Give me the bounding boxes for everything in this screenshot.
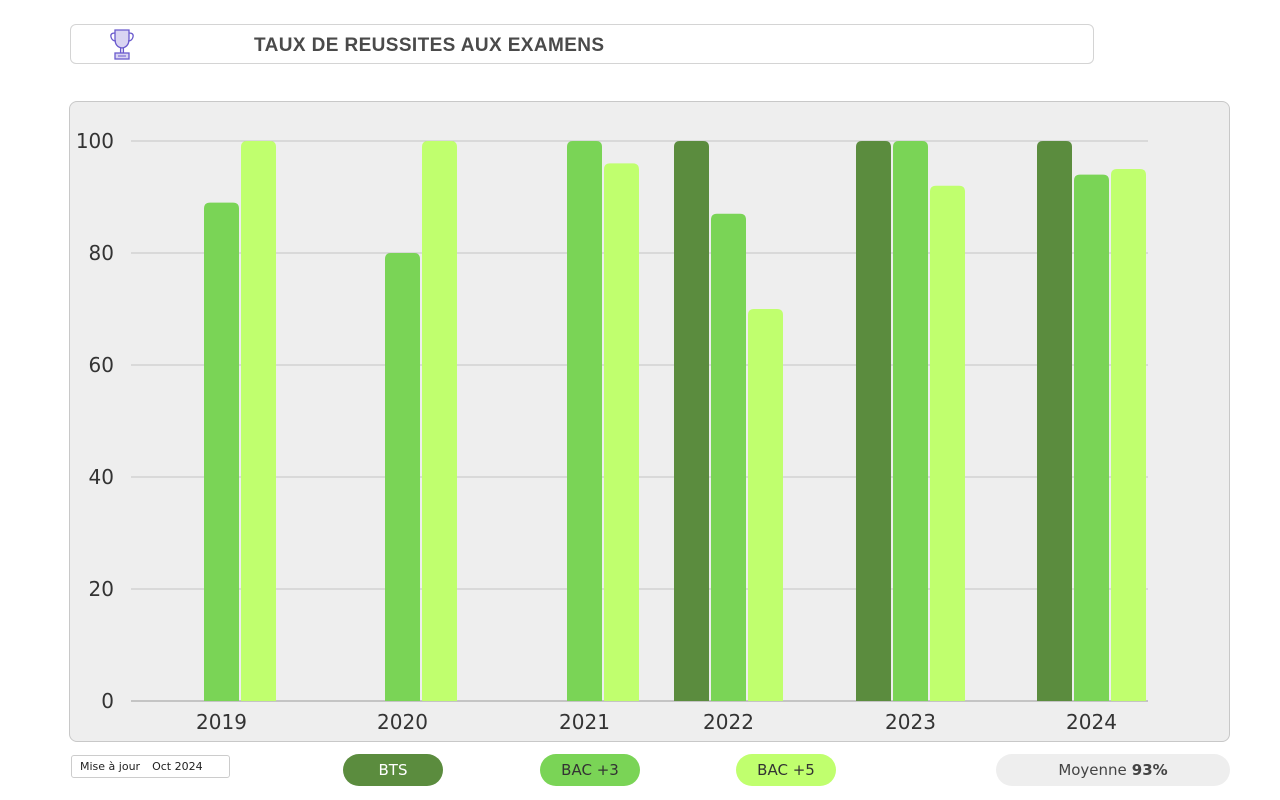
update-date-box: Mise à jour Oct 2024 xyxy=(71,755,230,778)
legend-bac3-label: BAC +3 xyxy=(561,761,619,779)
page-title: TAUX DE REUSSITES AUX EXAMENS xyxy=(254,35,605,56)
average-box: Moyenne 93% xyxy=(996,754,1230,786)
bar-bac3-2024 xyxy=(1074,174,1109,702)
x-tick-label: 2023 xyxy=(885,710,936,734)
bar-bac3-2023 xyxy=(893,141,928,701)
bar-bac3-2019 xyxy=(204,202,239,701)
y-tick-label: 0 xyxy=(101,689,114,713)
bar-bac5-2019 xyxy=(241,141,276,701)
bar-bac3-2021 xyxy=(567,141,602,701)
y-tick-label: 40 xyxy=(89,465,114,489)
title-bar: TAUX DE REUSSITES AUX EXAMENS xyxy=(70,24,1094,64)
bar-chart: 0 20 40 60 80 100 2019 2020 2021 2022 2023 2024 xyxy=(76,129,1148,734)
average-value: 93% xyxy=(1131,761,1168,779)
update-label: Mise à jour xyxy=(80,760,141,773)
bar-bts-2023 xyxy=(856,141,891,701)
bar-bac5-2021 xyxy=(604,163,639,701)
chart-panel: 0 20 40 60 80 100 2019 2020 2021 2022 2023 2024 xyxy=(69,101,1230,742)
update-value: Oct 2024 xyxy=(152,760,203,773)
legend-bts: BTS xyxy=(343,754,443,786)
bar-bac5-2020 xyxy=(422,141,457,701)
x-tick-label: 2019 xyxy=(196,710,247,734)
bar-bac3-2022 xyxy=(711,213,746,702)
y-tick-label: 60 xyxy=(89,353,114,377)
legend-bac3: BAC +3 xyxy=(540,754,640,786)
legend-bac5: BAC +5 xyxy=(736,754,836,786)
x-tick-label: 2022 xyxy=(703,710,754,734)
x-tick-label: 2020 xyxy=(377,710,428,734)
bar-bac5-2022 xyxy=(748,309,783,701)
bar-bac5-2023 xyxy=(930,185,965,702)
bar-bts-2024 xyxy=(1037,141,1072,701)
bar-bac5-2024 xyxy=(1111,169,1146,701)
x-tick-label: 2021 xyxy=(559,710,610,734)
trophy-icon xyxy=(110,29,134,60)
y-tick-label: 100 xyxy=(76,129,114,153)
bar-bts-2022 xyxy=(674,141,709,701)
legend-bac5-label: BAC +5 xyxy=(757,761,815,779)
y-tick-label: 20 xyxy=(89,577,114,601)
average-label: Moyenne xyxy=(1058,761,1127,779)
bar-bac3-2020 xyxy=(385,253,420,701)
x-tick-label: 2024 xyxy=(1066,710,1117,734)
legend-bts-label: BTS xyxy=(378,761,408,779)
y-tick-label: 80 xyxy=(89,241,114,265)
